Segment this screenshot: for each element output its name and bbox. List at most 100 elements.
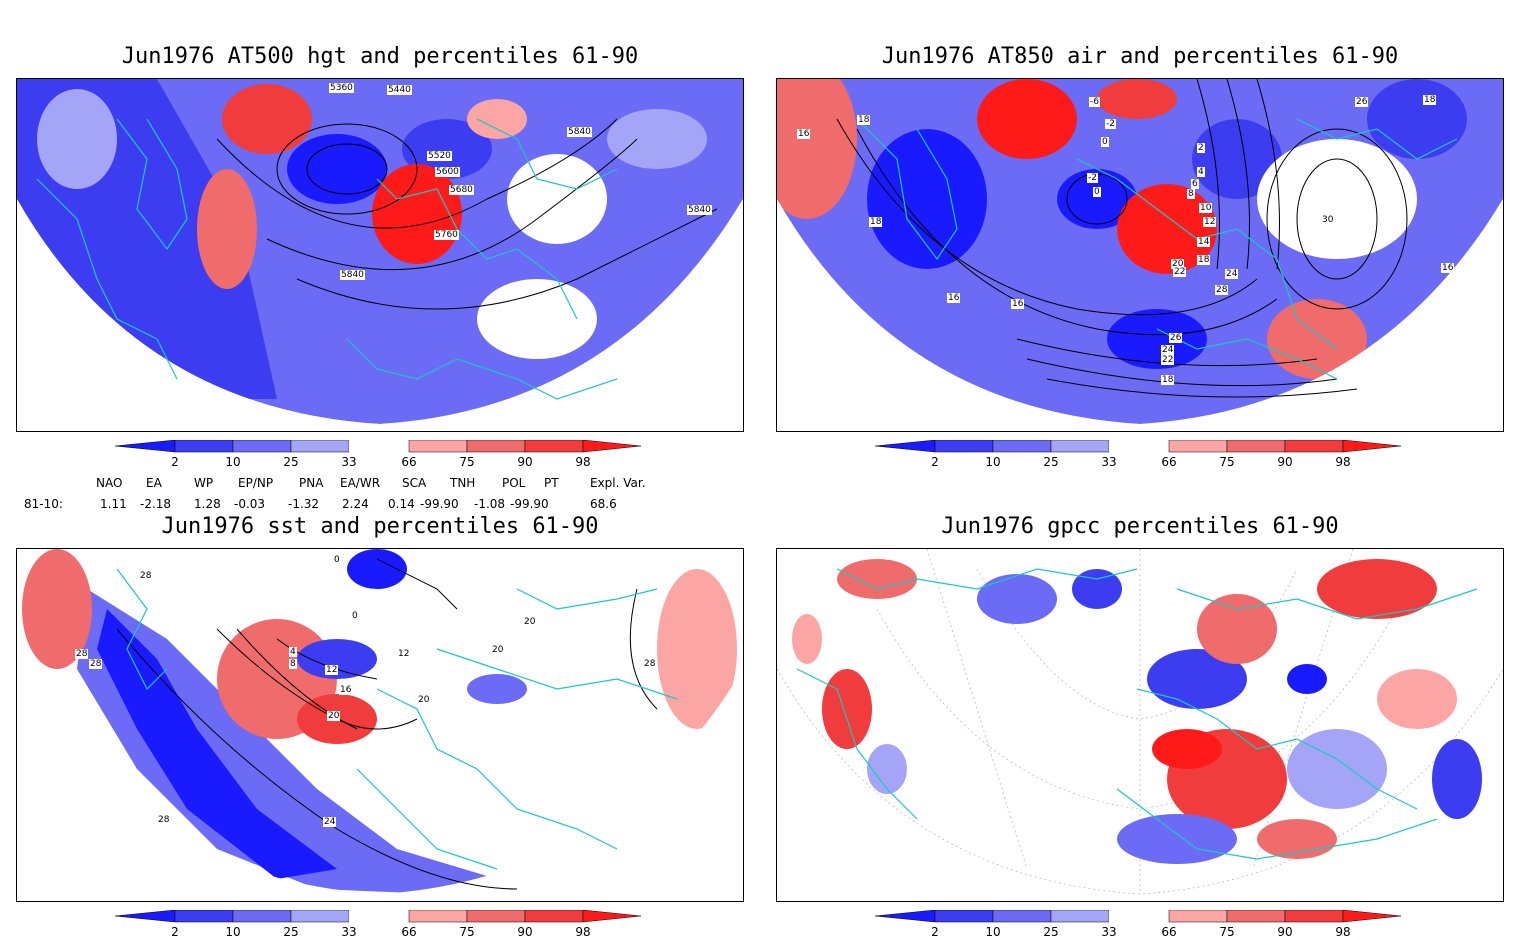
colorbar-tick-label: 10 (985, 925, 1001, 939)
colorbar-swatch (290, 910, 350, 923)
colorbar-tick-label: 25 (283, 925, 299, 939)
colorbar-tick-label: 90 (517, 455, 533, 469)
contour-label: 5520 (427, 151, 452, 161)
colorbar-sst: 2 10 25 33 66 75 90 98 (115, 910, 645, 940)
colorbar-tick-label: 66 (401, 925, 417, 939)
contour-label: 10 (1199, 203, 1213, 213)
contour-label: 24 (1161, 345, 1175, 355)
contour-label: 5840 (687, 205, 712, 215)
contour-label: 5840 (567, 127, 592, 137)
contour-label: 5840 (340, 270, 365, 280)
index-value: -1.32 (288, 497, 320, 511)
colorbar-tick-label: 66 (1161, 925, 1177, 939)
contour-label: 18 (857, 115, 871, 125)
contour-label: 20 (523, 617, 537, 627)
contour-label: 20 (1171, 259, 1185, 269)
colorbar-swatches (875, 440, 1402, 453)
colorbar-tick-label: 10 (225, 925, 241, 939)
index-header: POL (502, 476, 526, 490)
map-panel-gpcc (776, 548, 1504, 902)
contour-label: 4 (289, 647, 297, 657)
colorbar-swatch (174, 440, 234, 453)
colorbar-swatch (934, 910, 994, 923)
colorbar-swatch (1226, 440, 1286, 453)
colorbar-swatch (1050, 440, 1110, 453)
contour-label: 4 (1197, 167, 1205, 177)
contour-label: 6 (1191, 179, 1199, 189)
colorbar-hgt500: 2 10 25 33 66 75 90 98 (115, 440, 645, 470)
colorbar-tick-label: 90 (1277, 925, 1293, 939)
colorbar-arrow-low (875, 440, 936, 453)
contour-label: 20 (417, 695, 431, 705)
index-header: PT (544, 476, 559, 490)
index-value: 2.24 (342, 497, 369, 511)
colorbar-tick-label: 75 (459, 925, 475, 939)
colorbar-tick-label: 25 (1043, 455, 1059, 469)
colorbar-swatch (1109, 910, 1169, 922)
colorbar-swatch (290, 440, 350, 453)
index-value: -0.03 (234, 497, 266, 511)
colorbar-swatch (524, 910, 584, 923)
colorbar-arrow-high (1342, 440, 1402, 453)
map-panel-hgt500: 5360 5440 5520 5600 5680 5760 5840 5840 … (16, 78, 744, 432)
colorbar-tick-label: 66 (401, 455, 417, 469)
colorbar-tick-label: 10 (985, 455, 1001, 469)
colorbar-tick-label: 90 (517, 925, 533, 939)
contour-label: -6 (1089, 97, 1100, 107)
contour-label: 16 (797, 129, 811, 139)
colorbar-swatch (934, 440, 994, 453)
map-hgt500-graphic (17, 79, 743, 431)
colorbar-tick-label: 98 (1335, 455, 1351, 469)
index-header: PNA (299, 476, 324, 490)
contour-label: 5680 (449, 185, 474, 195)
contour-label: 16 (947, 293, 961, 303)
colorbar-swatch (992, 440, 1052, 453)
colorbar-swatch (1168, 440, 1228, 453)
index-value: -99.90 (510, 497, 549, 511)
colorbar-arrow-high (1342, 910, 1402, 923)
colorbar-arrow-low (115, 440, 176, 453)
index-row-label: 81-10: (24, 497, 63, 511)
index-header: SCA (402, 476, 427, 490)
colorbar-tick-label: 66 (1161, 455, 1177, 469)
contour-label: 20 (491, 645, 505, 655)
contour-label: 16 (1441, 263, 1455, 273)
contour-label: 5760 (434, 230, 459, 240)
index-value: 1.28 (194, 497, 221, 511)
contour-label: 12 (325, 665, 339, 675)
contour-label: 18 (1161, 375, 1175, 385)
contour-label: 28 (1215, 285, 1229, 295)
colorbar-swatch (174, 910, 234, 923)
colorbar-tick-label: 75 (1219, 455, 1235, 469)
contour-label: 30 (1321, 215, 1335, 225)
map-panel-sst: 28 28 28 0 0 4 8 12 16 20 20 24 28 20 28… (16, 548, 744, 902)
colorbar-swatch (1050, 910, 1110, 923)
colorbar-swatch (1284, 910, 1344, 923)
contour-label: 26 (1169, 333, 1183, 343)
map-panel-air850: -6 -2 0 2 -2 0 4 6 8 10 12 14 16 16 16 1… (776, 78, 1504, 432)
colorbar-tick-label: 2 (931, 455, 939, 469)
colorbar-tick-label: 25 (283, 455, 299, 469)
map-air850-graphic (777, 79, 1503, 431)
contour-label: 5600 (435, 167, 460, 177)
contour-label: 14 (1197, 237, 1211, 247)
colorbar-tick-label: 33 (341, 925, 357, 939)
contour-label: 24 (323, 817, 337, 827)
index-value: -99.90 (420, 497, 459, 511)
colorbar-tick-label: 98 (575, 455, 591, 469)
colorbar-swatch (408, 440, 468, 453)
colorbar-arrow-low (875, 910, 936, 923)
contour-label: 28 (157, 815, 171, 825)
colorbar-tick-label: 2 (171, 455, 179, 469)
colorbar-swatch (466, 910, 526, 923)
index-header: TNH (450, 476, 476, 490)
index-header: EA (146, 476, 162, 490)
colorbar-arrow-high (582, 440, 642, 453)
contour-label: 24 (1225, 269, 1239, 279)
colorbar-swatch (1226, 910, 1286, 923)
contour-label: 18 (869, 217, 883, 227)
colorbar-tick-label: 2 (931, 925, 939, 939)
contour-label: 20 (327, 711, 341, 721)
colorbar-arrow-high (582, 910, 642, 923)
colorbar-tick-label: 33 (341, 455, 357, 469)
